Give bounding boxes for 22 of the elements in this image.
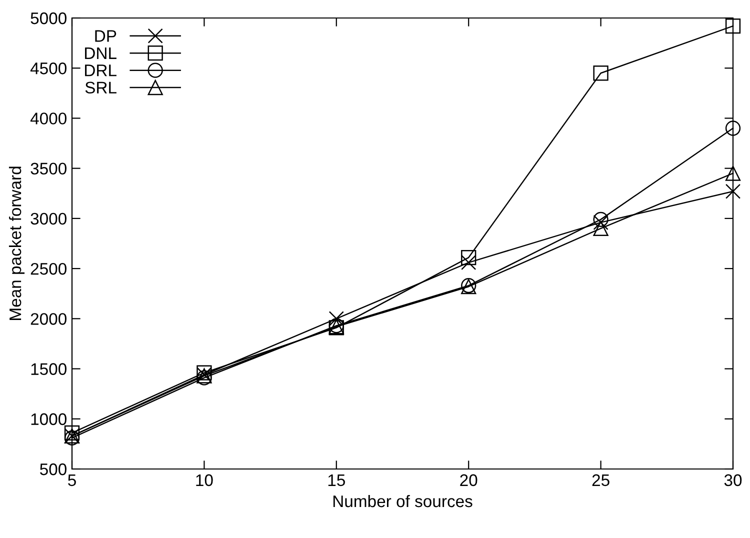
y-tick-label: 5000	[30, 12, 66, 24]
x-tick-label: 30	[724, 474, 742, 486]
y-tick-label: 4500	[30, 62, 66, 74]
legend-label: SRL	[85, 82, 116, 94]
x-tick-label: 25	[592, 474, 610, 486]
x-axis-title: Number of sources	[333, 494, 472, 508]
y-tick-label: 500	[40, 463, 66, 476]
y-tick-label: 3000	[30, 212, 66, 225]
x-tick-label: 5	[68, 474, 76, 486]
y-tick-label: 2000	[30, 313, 66, 325]
legend-label: DRL	[85, 64, 116, 76]
x-tick-label: 10	[196, 474, 213, 486]
y-tick-label: 1500	[31, 363, 66, 375]
legend-label: DNL	[85, 47, 116, 59]
x-tick-label: 20	[460, 474, 478, 486]
y-tick-label: 3500	[30, 162, 66, 175]
x-tick-label: 15	[328, 474, 345, 486]
legend-label: DP	[95, 30, 116, 42]
y-tick-label: 4000	[30, 112, 66, 124]
y-tick-label: 1000	[31, 413, 66, 426]
y-axis-title: Mean packet forward	[8, 166, 25, 320]
y-tick-label: 2500	[30, 262, 66, 275]
